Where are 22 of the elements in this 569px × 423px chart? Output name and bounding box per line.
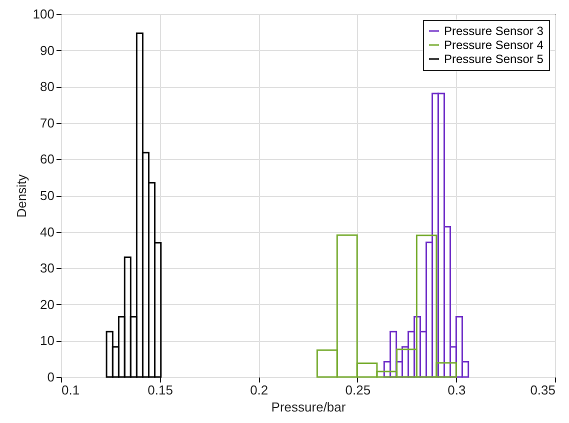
x-axis-title: Pressure/bar [271, 400, 346, 414]
x-tick-label: 0.2 [250, 382, 268, 398]
y-tick-label: 90 [40, 42, 54, 58]
x-tick-label: 0.15 [148, 382, 173, 398]
y-tick-label: 80 [40, 79, 54, 94]
y-tick-label: 70 [40, 115, 54, 130]
y-tick-label: 100 [32, 6, 54, 22]
x-tick-label: 0.3 [448, 382, 466, 398]
x-tick-label: 0.25 [345, 382, 371, 398]
y-tick-label: 20 [40, 296, 54, 312]
y-tick-label: 30 [40, 260, 54, 276]
y-axis-title: Density [14, 174, 29, 218]
y-tick-label: 0 [47, 370, 54, 384]
legend-label: Pressure Sensor 5 [444, 52, 544, 66]
y-tick-label: 40 [40, 224, 54, 240]
y-tick-label: 50 [40, 188, 54, 203]
legend-label: Pressure Sensor 4 [444, 38, 544, 52]
y-tick-label: 60 [40, 152, 54, 167]
legend-label: Pressure Sensor 3 [444, 24, 544, 38]
x-tick-label: 0.35 [530, 382, 556, 398]
y-tick-label: 10 [40, 333, 54, 348]
x-tick-label: 0.1 [62, 382, 80, 398]
